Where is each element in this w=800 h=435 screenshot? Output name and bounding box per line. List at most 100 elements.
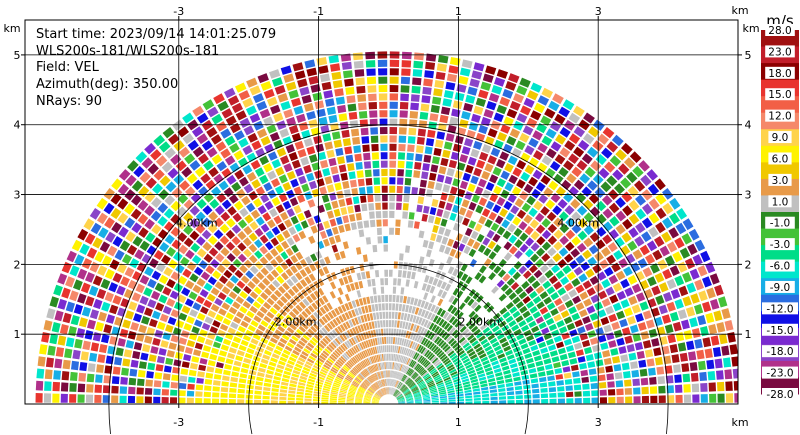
velocity-gate	[497, 132, 508, 142]
velocity-gate	[367, 85, 377, 93]
velocity-gate	[307, 199, 316, 208]
velocity-gate	[562, 265, 572, 275]
velocity-gate	[397, 312, 401, 320]
velocity-gate	[484, 163, 494, 173]
velocity-gate	[308, 75, 319, 85]
velocity-gate	[608, 313, 618, 323]
velocity-gate	[436, 279, 443, 288]
velocity-gate	[473, 105, 484, 115]
velocity-gate	[392, 388, 396, 396]
colorbar-tick-label: 6.0	[772, 153, 789, 165]
velocity-gate	[706, 359, 715, 370]
velocity-gate	[452, 376, 460, 381]
velocity-gate	[221, 381, 229, 387]
velocity-gate	[482, 400, 490, 404]
velocity-gate	[459, 67, 471, 77]
velocity-gate	[389, 387, 392, 395]
velocity-gate	[487, 240, 496, 250]
velocity-gate	[591, 390, 599, 397]
velocity-gate	[541, 135, 553, 146]
velocity-gate	[571, 223, 582, 234]
velocity-gate	[379, 337, 382, 345]
velocity-gate	[212, 398, 220, 404]
velocity-gate	[560, 310, 570, 319]
velocity-gate	[621, 327, 631, 336]
velocity-gate	[470, 301, 479, 310]
axis-unit-label: km	[742, 22, 759, 35]
velocity-gate	[464, 138, 474, 147]
velocity-gate	[398, 372, 402, 380]
velocity-gate	[613, 250, 624, 260]
velocity-gate	[716, 370, 724, 380]
velocity-gate	[432, 373, 440, 378]
velocity-gate	[672, 321, 682, 332]
y-tick-label-left: 3	[14, 189, 21, 202]
velocity-gate	[385, 294, 389, 302]
velocity-gate	[553, 335, 562, 343]
velocity-gate	[416, 335, 422, 343]
velocity-gate	[390, 387, 392, 395]
velocity-gate	[178, 382, 187, 390]
velocity-gate	[508, 234, 518, 244]
velocity-gate	[691, 383, 700, 393]
velocity-gate	[414, 397, 422, 400]
velocity-gate	[429, 387, 437, 391]
velocity-gate	[563, 338, 573, 346]
velocity-gate	[479, 265, 487, 274]
velocity-gate	[566, 322, 576, 331]
velocity-gate	[341, 61, 352, 70]
velocity-gate	[383, 244, 388, 252]
velocity-gate	[349, 265, 356, 274]
velocity-gate	[441, 331, 448, 339]
velocity-gate	[254, 395, 262, 400]
velocity-gate	[402, 388, 409, 394]
velocity-gate	[595, 327, 604, 336]
velocity-gate	[414, 363, 420, 370]
velocity-gate	[527, 362, 536, 369]
velocity-gate	[334, 182, 342, 191]
velocity-gate	[627, 274, 638, 285]
velocity-gate	[363, 161, 372, 169]
velocity-gate	[420, 370, 427, 376]
velocity-gate	[669, 311, 679, 322]
velocity-gate	[394, 390, 399, 397]
velocity-gate	[397, 381, 401, 389]
velocity-gate	[529, 373, 538, 379]
velocity-gate	[688, 351, 697, 361]
velocity-gate	[382, 388, 386, 395]
velocity-gate	[494, 77, 506, 87]
velocity-gate	[571, 211, 582, 222]
velocity-gate	[421, 95, 431, 104]
velocity-gate	[410, 102, 419, 111]
velocity-gate	[662, 268, 673, 280]
velocity-gate	[418, 317, 423, 325]
velocity-gate	[321, 81, 332, 91]
velocity-gate	[371, 144, 379, 152]
velocity-gate	[513, 227, 523, 237]
velocity-gate	[428, 121, 437, 130]
velocity-gate	[378, 76, 388, 84]
velocity-gate	[374, 194, 381, 202]
velocity-gate	[332, 174, 341, 183]
velocity-gate	[357, 94, 367, 102]
velocity-gate	[526, 300, 535, 309]
velocity-gate	[400, 373, 405, 381]
velocity-gate	[526, 334, 535, 342]
velocity-gate	[399, 295, 404, 303]
velocity-gate	[406, 313, 411, 322]
velocity-gate	[532, 350, 541, 357]
velocity-gate	[452, 143, 462, 153]
velocity-gate	[391, 387, 394, 395]
velocity-gate	[464, 392, 472, 396]
velocity-gate	[477, 373, 486, 378]
velocity-gate	[445, 133, 455, 142]
velocity-gate	[474, 186, 484, 196]
velocity-gate	[401, 347, 405, 355]
colorbar-tick-label: -23.0	[766, 368, 793, 380]
velocity-gate	[392, 286, 397, 294]
velocity-gate	[321, 194, 330, 203]
velocity-gate	[348, 171, 356, 180]
velocity-gate	[388, 294, 392, 302]
velocity-gate	[608, 340, 617, 348]
velocity-gate	[614, 237, 625, 248]
